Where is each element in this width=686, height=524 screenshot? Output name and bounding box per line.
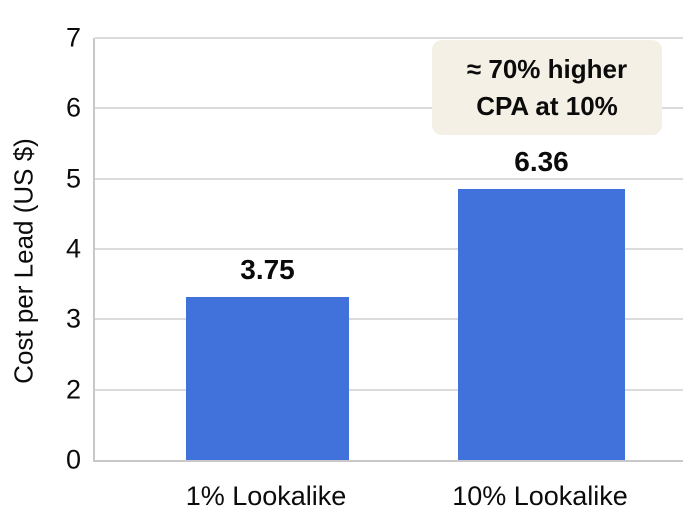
annotation-line-1: ≈ 70% higher (466, 53, 628, 84)
y-tick-label: 6 (65, 92, 81, 123)
plot-area: 3.75 6.36 7 6 5 4 3 2 0 (66, 24, 683, 473)
bar-group-10pct-lookalike: 6.36 (458, 38, 625, 460)
y-tick-label: 3 (65, 303, 81, 334)
y-tick-label: 2 (65, 374, 81, 405)
gridline (95, 388, 683, 391)
gridline (95, 318, 683, 321)
gridline (95, 177, 683, 180)
bar-10pct-lookalike (458, 189, 625, 460)
gridline (95, 37, 683, 39)
gridline (95, 248, 683, 250)
annotation-line-2: CPA at 10% (476, 90, 618, 121)
y-axis-title: Cost per Lead (US $) (8, 138, 39, 384)
bar-value-label-1pct: 3.75 (240, 254, 295, 286)
y-tick-label: 0 (65, 444, 81, 475)
bar-value-label-10pct: 6.36 (514, 146, 569, 178)
y-tick-label: 5 (65, 163, 81, 194)
bar-1pct-lookalike (186, 297, 349, 460)
y-tick-label: 7 (65, 22, 81, 53)
x-tick-label-10pct: 10% Lookalike (452, 481, 628, 511)
x-tick-label-1pct: 1% Lookalike (185, 481, 347, 511)
gridline (95, 107, 683, 110)
y-tick-label: 4 (65, 233, 81, 264)
annotation-box: ≈ 70% higher CPA at 10% (432, 40, 662, 135)
bar-group-1pct-lookalike: 3.75 (186, 38, 349, 460)
